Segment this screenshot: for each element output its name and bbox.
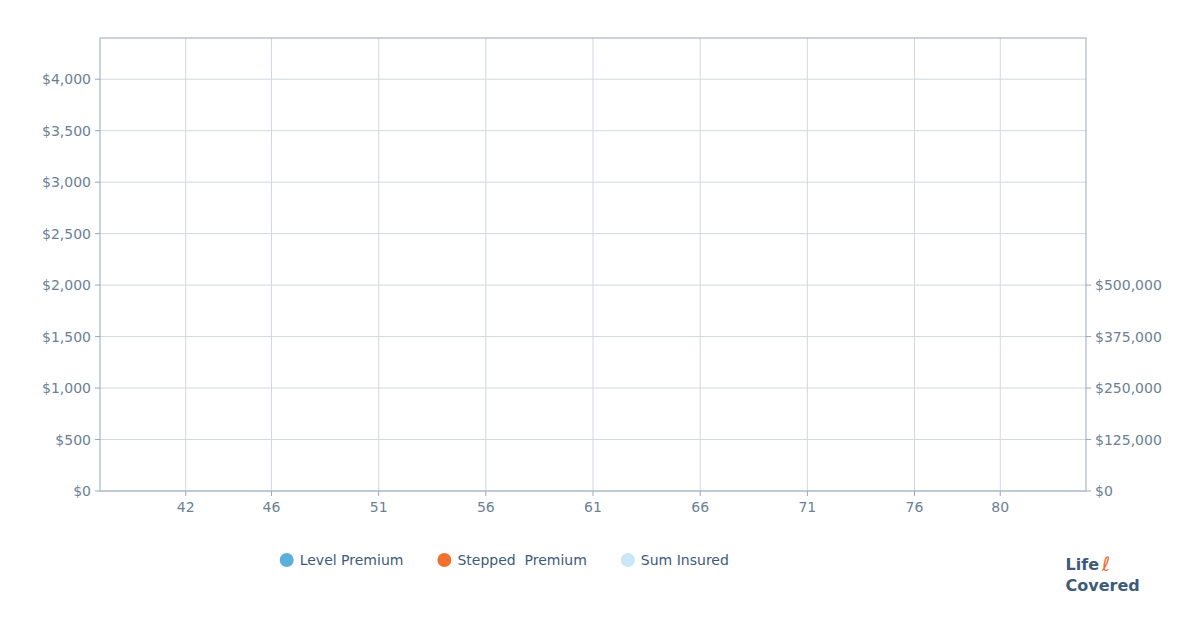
tick-x bbox=[700, 491, 701, 496]
grid bbox=[100, 38, 1086, 491]
annotations: LifeℓCovered bbox=[1066, 552, 1140, 595]
tick-label-y: $3,500 bbox=[42, 123, 91, 139]
tick-y2 bbox=[1086, 491, 1091, 492]
grid-line-x bbox=[185, 38, 186, 491]
grid-line-y bbox=[100, 336, 1086, 337]
legend-label: Stepped Premium bbox=[457, 552, 586, 568]
tick-label-x: 51 bbox=[370, 499, 388, 515]
tick-label-y: $2,500 bbox=[42, 226, 91, 242]
grid-line-y bbox=[100, 388, 1086, 389]
grid-line-y bbox=[100, 79, 1086, 80]
legend-marker bbox=[280, 553, 294, 567]
tick-label-x: 76 bbox=[906, 499, 924, 515]
tick-label-y: $3,000 bbox=[42, 174, 91, 190]
tick-x bbox=[185, 491, 186, 496]
tick-label-y2: $125,000 bbox=[1095, 432, 1162, 448]
grid-line-y bbox=[100, 130, 1086, 131]
grid-line-y bbox=[100, 233, 1086, 234]
grid-line-x bbox=[807, 38, 808, 491]
tick-label-y: $500 bbox=[55, 432, 91, 448]
grid-line-x bbox=[378, 38, 379, 491]
tick-label-x: 66 bbox=[691, 499, 709, 515]
tick-label-y: $0 bbox=[73, 483, 91, 499]
annotation: Covered bbox=[1066, 576, 1140, 595]
tick-label-x: 46 bbox=[263, 499, 281, 515]
grid-line-y bbox=[100, 182, 1086, 183]
tick-label-y: $2,000 bbox=[42, 277, 91, 293]
tick-y2 bbox=[1086, 388, 1091, 389]
annotation: ℓ bbox=[1101, 552, 1110, 576]
tick-y2 bbox=[1086, 336, 1091, 337]
tick-y bbox=[95, 336, 100, 337]
tick-y bbox=[95, 79, 100, 80]
plot-frame bbox=[100, 38, 1086, 491]
annotation: Life bbox=[1066, 555, 1100, 574]
tick-label-x: 71 bbox=[798, 499, 816, 515]
tick-x bbox=[914, 491, 915, 496]
tick-y bbox=[95, 439, 100, 440]
grid-line-x bbox=[593, 38, 594, 491]
grid-line-x bbox=[700, 38, 701, 491]
tick-x bbox=[378, 491, 379, 496]
legend-marker bbox=[621, 553, 635, 567]
tick-x bbox=[593, 491, 594, 496]
tick-label-y: $1,500 bbox=[42, 329, 91, 345]
tick-y2 bbox=[1086, 439, 1091, 440]
legend-marker bbox=[437, 553, 451, 567]
grid-line-y bbox=[100, 285, 1086, 286]
tick-label-x: 80 bbox=[991, 499, 1009, 515]
tick-y bbox=[95, 491, 100, 492]
legend-label: Sum Insured bbox=[641, 552, 729, 568]
tick-label-y2: $0 bbox=[1095, 483, 1113, 499]
tick-y bbox=[95, 388, 100, 389]
tick-y2 bbox=[1086, 285, 1091, 286]
legend: Level Premium Stepped Premium Sum Insured bbox=[280, 552, 729, 568]
tick-x bbox=[485, 491, 486, 496]
tick-label-x: 42 bbox=[177, 499, 195, 515]
tick-label-y2: $500,000 bbox=[1095, 277, 1162, 293]
chart: 42 46 51 56 61 66 71 76 80 $0 $500 $1,000 $1,500 $2,0… bbox=[0, 0, 1200, 630]
ticks: 42 46 51 56 61 66 71 76 80 $0 $500 $1,000 $1,500 $2,0… bbox=[42, 71, 1162, 515]
grid-line-x bbox=[1000, 38, 1001, 491]
grid-line-x bbox=[914, 38, 915, 491]
tick-label-x: 56 bbox=[477, 499, 495, 515]
tick-x bbox=[807, 491, 808, 496]
grid-line-y bbox=[100, 439, 1086, 440]
legend-label: Level Premium bbox=[300, 552, 404, 568]
tick-label-y2: $250,000 bbox=[1095, 380, 1162, 396]
tick-y bbox=[95, 285, 100, 286]
tick-label-y: $4,000 bbox=[42, 71, 91, 87]
tick-x bbox=[1000, 491, 1001, 496]
tick-x bbox=[271, 491, 272, 496]
tick-label-x: 61 bbox=[584, 499, 602, 515]
tick-y bbox=[95, 182, 100, 183]
tick-label-y: $1,000 bbox=[42, 380, 91, 396]
grid-line-x bbox=[485, 38, 486, 491]
tick-label-y2: $375,000 bbox=[1095, 329, 1162, 345]
grid-line-x bbox=[271, 38, 272, 491]
tick-y bbox=[95, 233, 100, 234]
tick-y bbox=[95, 130, 100, 131]
